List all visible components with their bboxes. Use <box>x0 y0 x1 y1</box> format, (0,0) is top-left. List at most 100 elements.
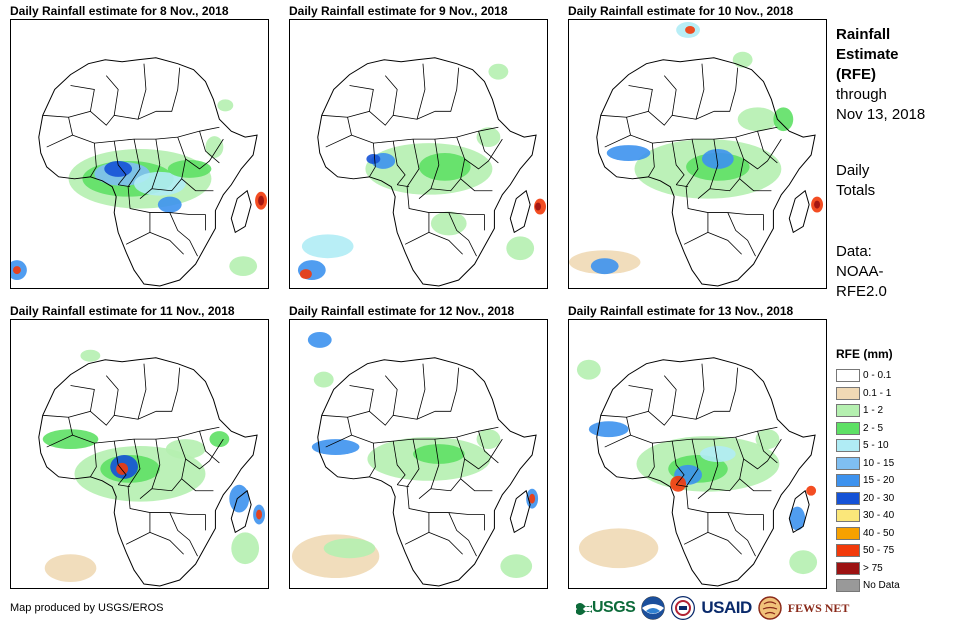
country-border <box>416 363 426 420</box>
legend-label: 2 - 5 <box>863 422 884 434</box>
rainfall-patch <box>418 153 471 181</box>
africa-coastline <box>38 357 258 587</box>
country-border <box>430 478 461 492</box>
rainfall-patch <box>701 149 734 169</box>
rainfall-patch <box>506 236 535 261</box>
sidebar-totals-line: Totals <box>836 182 876 199</box>
legend-label: 40 - 50 <box>863 527 895 539</box>
rainfall-patch <box>789 550 818 575</box>
country-border <box>369 143 376 178</box>
legend-label: No Data <box>863 580 900 592</box>
rainfall-patch <box>12 266 21 275</box>
africa-coastline <box>38 57 258 287</box>
rainfall-patch <box>590 258 619 275</box>
legend-item: > 75 <box>836 560 900 578</box>
usgs-logo-text: USGS <box>592 599 636 616</box>
country-border <box>626 410 715 426</box>
rainfall-patch <box>229 484 250 513</box>
rainfall-patch <box>209 431 230 448</box>
map-panel-4 <box>10 319 269 589</box>
country-border <box>127 486 206 515</box>
fews-net-globe-icon <box>758 596 782 620</box>
country-border <box>70 385 95 412</box>
panel-title-4: Daily Rainfall estimate for 11 Nov., 201… <box>10 304 235 318</box>
country-border <box>169 212 198 257</box>
rainfall-patch <box>80 349 101 362</box>
country-border <box>113 141 127 186</box>
country-border <box>630 126 778 144</box>
country-border <box>406 186 485 215</box>
rainfall-patch <box>167 159 212 178</box>
country-border <box>68 410 157 426</box>
rainfall-patch <box>313 371 334 388</box>
country-border <box>685 439 699 487</box>
country-border <box>600 414 631 448</box>
country-border <box>418 139 440 199</box>
rainfall-patch <box>529 493 536 504</box>
country-border <box>713 367 739 412</box>
legend-item: 1 - 2 <box>836 402 900 420</box>
legend-swatch <box>836 579 860 593</box>
country-border <box>757 431 778 464</box>
map-panel-3 <box>568 19 827 289</box>
rainfall-patch <box>773 107 794 132</box>
sidebar-through-line: through <box>836 86 887 103</box>
rainfall-patch <box>366 154 381 164</box>
legend-item: 40 - 50 <box>836 525 900 543</box>
country-border <box>139 139 161 199</box>
country-border <box>149 232 184 255</box>
rainfall-patch <box>430 211 467 236</box>
country-border <box>448 212 477 257</box>
country-border <box>397 184 410 188</box>
country-border <box>105 375 119 416</box>
country-border <box>727 512 756 557</box>
country-border <box>90 443 97 478</box>
country-border <box>685 139 699 187</box>
rainfall-patch <box>301 234 354 259</box>
country-border <box>735 436 782 470</box>
rainfall-patch <box>476 429 501 450</box>
country-border <box>199 431 220 464</box>
country-border <box>709 478 740 492</box>
rainfall-patch <box>217 99 234 112</box>
sidebar-data-line: NOAA- <box>836 263 884 280</box>
rainfall-patch <box>476 127 501 148</box>
rainfall-map-2 <box>297 57 547 287</box>
country-border <box>90 143 97 178</box>
country-border <box>181 458 214 492</box>
country-border <box>406 439 420 487</box>
country-border <box>349 385 374 412</box>
rainfall-patch <box>256 509 263 520</box>
country-border <box>630 426 778 444</box>
country-border <box>709 178 740 192</box>
country-border <box>697 139 719 199</box>
map-panel-2 <box>289 19 548 289</box>
country-border <box>448 512 477 557</box>
madagascar-coastline <box>788 489 810 534</box>
legend-label: 5 - 10 <box>863 440 889 452</box>
legend-item: 10 - 15 <box>836 455 900 473</box>
country-border <box>683 512 709 545</box>
country-border <box>695 63 705 120</box>
rainfall-patch <box>157 196 182 213</box>
country-border <box>663 375 677 416</box>
country-border <box>676 184 689 188</box>
country-border <box>406 139 420 187</box>
legend-title: RFE (mm) <box>836 347 893 361</box>
legend-label: 30 - 40 <box>863 510 895 522</box>
country-border <box>428 232 463 255</box>
legend-item: 50 - 75 <box>836 542 900 560</box>
country-border <box>151 178 182 192</box>
country-border <box>321 114 352 148</box>
rainfall-patch <box>311 439 360 455</box>
rainfall-patch <box>670 475 687 492</box>
country-border <box>713 67 739 112</box>
country-border <box>671 441 685 486</box>
country-border <box>42 414 73 448</box>
rainfall-patch <box>535 202 542 211</box>
legend-label: 0.1 - 1 <box>863 387 892 399</box>
sidebar-through: through Nov 13, 2018 <box>836 85 961 125</box>
panel-title-1: Daily Rainfall estimate for 8 Nov., 2018 <box>10 4 229 18</box>
rainfall-overlay <box>297 63 547 281</box>
country-border <box>456 136 503 170</box>
